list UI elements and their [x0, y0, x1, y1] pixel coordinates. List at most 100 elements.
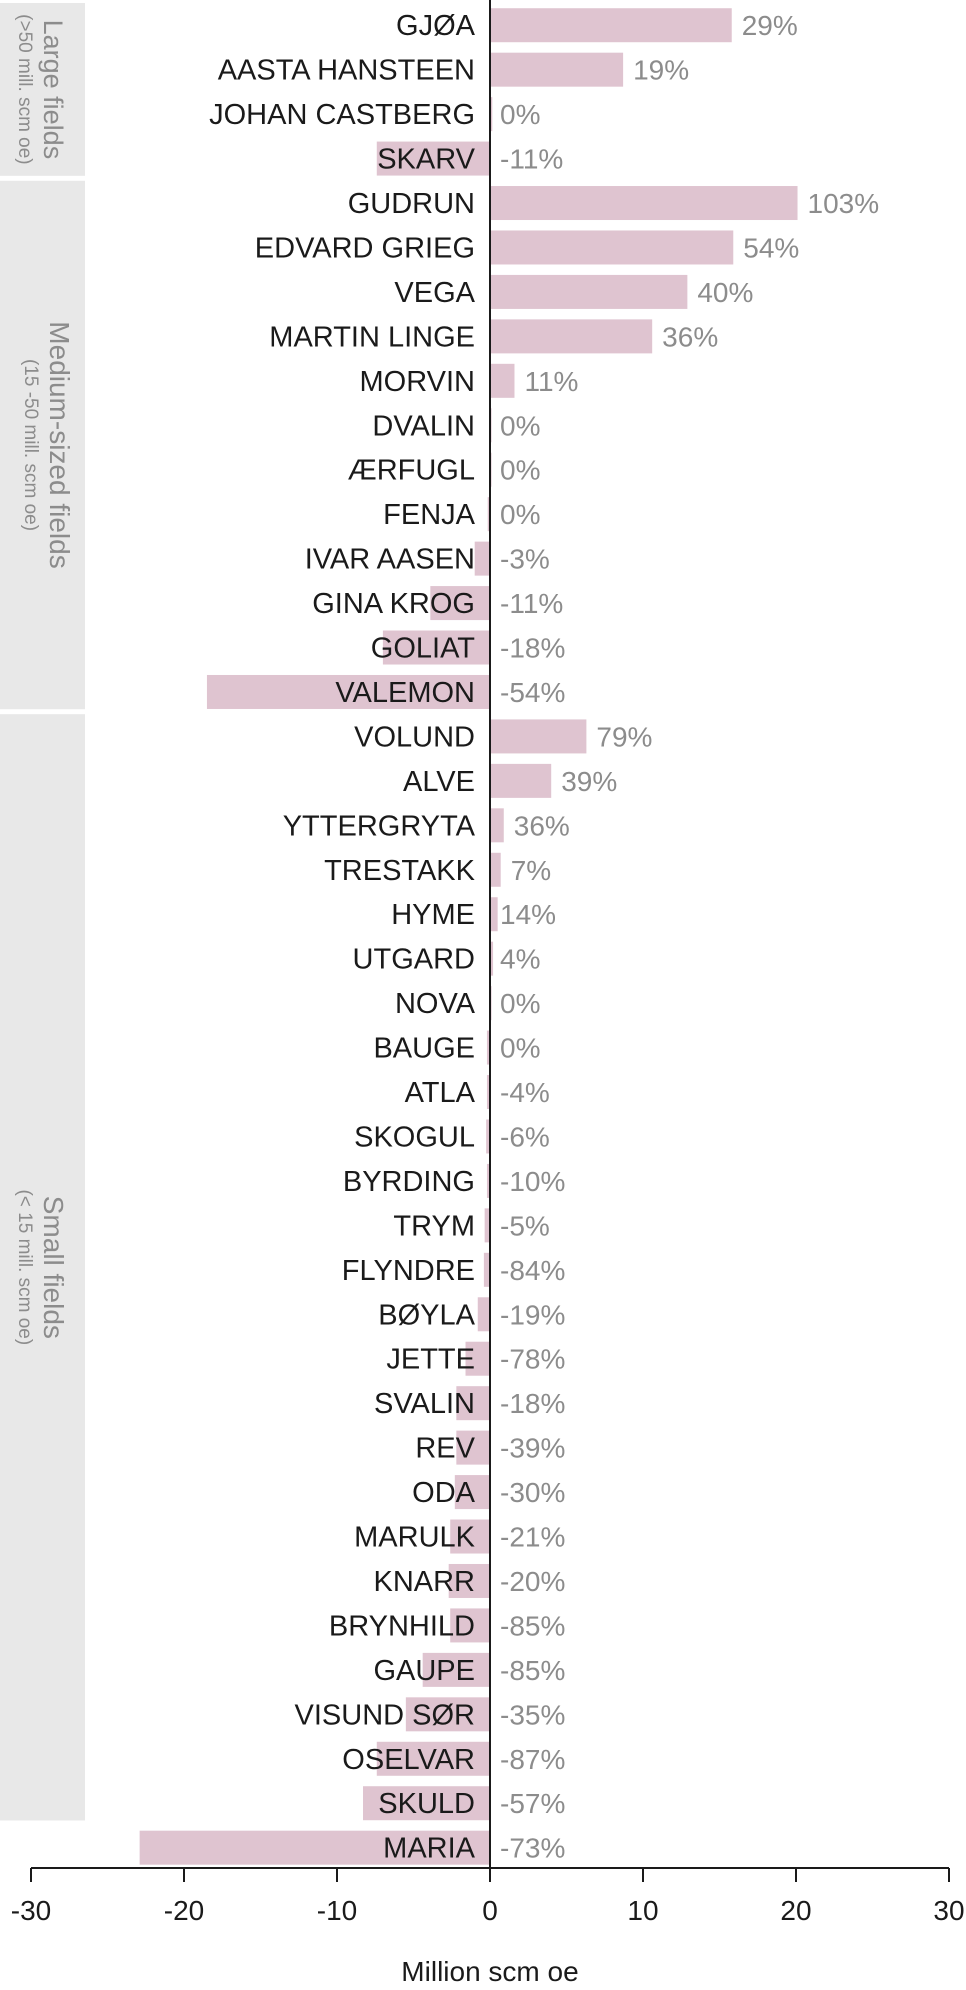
bar [483, 1252, 490, 1287]
bar [456, 1430, 490, 1465]
bar [139, 1830, 490, 1865]
data-label: -18% [500, 633, 565, 664]
data-label: 0% [500, 410, 540, 441]
category-label: HYME [391, 899, 475, 931]
category-label: IVAR AASEN [305, 544, 475, 576]
bar [474, 541, 490, 576]
bar [490, 230, 734, 265]
category-label: EDVARD GRIEG [255, 232, 475, 264]
bar [487, 497, 490, 532]
data-label: -73% [500, 1833, 565, 1864]
data-label: 11% [524, 366, 578, 397]
data-label: -35% [500, 1699, 565, 1730]
x-tick-label: -10 [317, 1895, 357, 1926]
group-band [0, 3, 85, 176]
category-label: YTTERGRYTA [283, 810, 476, 842]
category-label: SKARV [377, 144, 475, 176]
bar [490, 852, 501, 887]
data-label: -85% [500, 1610, 565, 1641]
bar [422, 1652, 490, 1687]
group-title: Large fields(>50 mill. scm oe) [14, 14, 68, 164]
data-label: -39% [500, 1433, 565, 1464]
data-label: -4% [500, 1077, 550, 1108]
data-label: -10% [500, 1166, 565, 1197]
bar [490, 274, 688, 309]
data-label: 29% [742, 10, 798, 41]
data-label: -85% [500, 1655, 565, 1686]
data-label: -19% [500, 1299, 565, 1330]
category-label: REV [415, 1433, 475, 1465]
group-title: Medium-sized fields(15 -50 mill. scm oe) [20, 321, 75, 568]
bar [477, 1297, 490, 1332]
data-label: -3% [500, 544, 550, 575]
category-label: SVALIN [374, 1388, 475, 1420]
data-label: -57% [500, 1788, 565, 1819]
category-label: BYRDING [343, 1166, 475, 1198]
bars [139, 8, 798, 1865]
bar [363, 1786, 490, 1821]
category-label: ÆRFUGL [348, 455, 475, 487]
data-label: 19% [633, 55, 689, 86]
category-label: OSELVAR [342, 1744, 475, 1776]
bar [456, 1386, 490, 1421]
bar [490, 719, 587, 754]
bar [490, 808, 504, 843]
category-label: SKOGUL [354, 1121, 475, 1153]
bar [454, 1475, 490, 1510]
category-label: MARIA [383, 1833, 476, 1865]
bar [490, 52, 624, 87]
bar [490, 319, 653, 354]
data-label: 36% [514, 810, 570, 841]
bar [430, 586, 490, 621]
bar [490, 8, 732, 43]
data-label: 0% [500, 988, 540, 1019]
category-label: KNARR [373, 1566, 475, 1598]
bar [490, 97, 493, 132]
bar [490, 363, 515, 398]
data-label: -54% [500, 677, 565, 708]
bar [450, 1519, 490, 1554]
x-axis-label: Million scm oe [401, 1956, 578, 1987]
data-label: 39% [561, 766, 617, 797]
bar [490, 186, 798, 221]
data-label: -11% [500, 588, 563, 619]
data-label: 0% [500, 499, 540, 530]
data-label: 79% [596, 721, 652, 752]
bar [490, 941, 494, 976]
category-label: VALEMON [335, 677, 475, 709]
category-label: ODA [412, 1477, 476, 1509]
data-label: -30% [500, 1477, 565, 1508]
category-label: DVALIN [372, 410, 475, 442]
category-label: GOLIAT [371, 633, 475, 665]
data-label: 0% [500, 99, 540, 130]
data-label: -20% [500, 1566, 565, 1597]
data-label: -21% [500, 1522, 565, 1553]
category-label: TRESTAKK [324, 855, 476, 887]
category-labels: GJØA AASTA HANSTEEN JOHAN CASTBERG SKARV GUD… [209, 10, 476, 1864]
category-label: JOHAN CASTBERG [209, 99, 475, 131]
group-title: Small fields(< 15 mill. scm oe) [14, 1189, 69, 1345]
bar [382, 630, 490, 665]
category-label: BRYNHILD [329, 1610, 475, 1642]
category-label: JETTE [386, 1344, 475, 1376]
bar [465, 1341, 490, 1376]
category-label: BAUGE [373, 1033, 475, 1065]
data-label: 40% [697, 277, 753, 308]
category-label: FLYNDRE [342, 1255, 475, 1287]
data-label: 4% [500, 944, 540, 975]
bar [486, 1163, 490, 1198]
data-label: -87% [500, 1744, 565, 1775]
data-label: 0% [500, 455, 540, 486]
data-label: -11% [500, 144, 563, 175]
x-tick-label: -30 [11, 1895, 51, 1926]
category-label: GJØA [396, 10, 476, 42]
bar [448, 1563, 490, 1598]
bar [486, 1075, 490, 1110]
bar [490, 763, 552, 798]
group-band [0, 714, 85, 1821]
axes: -30 -20 -10 0 10 20 30 [11, 0, 965, 1926]
data-label: 7% [511, 855, 551, 886]
data-label: 0% [500, 1033, 540, 1064]
bar [484, 1208, 490, 1243]
x-tick-label: 10 [627, 1895, 658, 1926]
